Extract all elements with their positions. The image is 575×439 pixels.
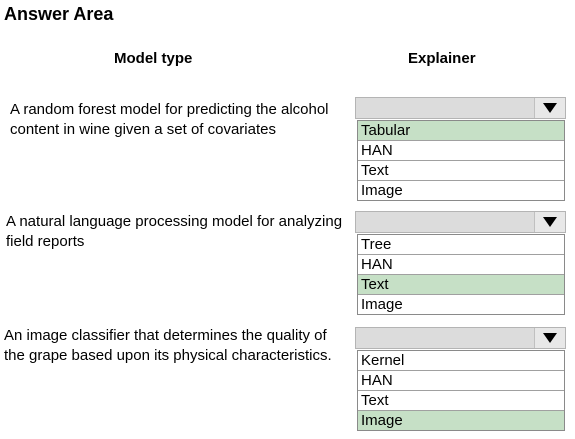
question-1-text: A random forest model for predicting the… [10, 101, 329, 138]
option-tabular[interactable]: Tabular [358, 121, 564, 141]
dropdown-3-toggle[interactable] [534, 328, 565, 348]
option-tree[interactable]: Tree [358, 235, 564, 255]
dropdown-2-options: Tree HAN Text Image [357, 234, 565, 315]
dropdown-3-header[interactable] [355, 327, 566, 349]
dropdown-2-header[interactable] [355, 211, 566, 233]
dropdown-2-toggle[interactable] [534, 212, 565, 232]
option-kernel[interactable]: Kernel [358, 351, 564, 371]
explainer-dropdown-2[interactable]: Tree HAN Text Image [355, 211, 566, 315]
option-han[interactable]: HAN [358, 255, 564, 275]
option-han[interactable]: HAN [358, 141, 564, 161]
question-3-text: An image classifier that determines the … [4, 327, 332, 364]
option-image[interactable]: Image [358, 181, 564, 200]
option-text[interactable]: Text [358, 391, 564, 411]
caret-down-icon [543, 103, 557, 113]
option-image[interactable]: Image [358, 295, 564, 314]
option-han[interactable]: HAN [358, 371, 564, 391]
dropdown-1-toggle[interactable] [534, 98, 565, 118]
answer-area-title: Answer Area [4, 4, 114, 24]
explainer-dropdown-3[interactable]: Kernel HAN Text Image [355, 327, 566, 431]
caret-down-icon [543, 217, 557, 227]
option-image[interactable]: Image [358, 411, 564, 430]
explainer-header: Explainer [408, 50, 476, 67]
explainer-dropdown-1[interactable]: Tabular HAN Text Image [355, 97, 566, 201]
model-type-header: Model type [114, 50, 193, 67]
option-text[interactable]: Text [358, 275, 564, 295]
question-2-text: A natural language processing model for … [6, 213, 343, 250]
caret-down-icon [543, 333, 557, 343]
dropdown-1-header[interactable] [355, 97, 566, 119]
option-text[interactable]: Text [358, 161, 564, 181]
dropdown-3-options: Kernel HAN Text Image [357, 350, 565, 431]
dropdown-1-options: Tabular HAN Text Image [357, 120, 565, 201]
